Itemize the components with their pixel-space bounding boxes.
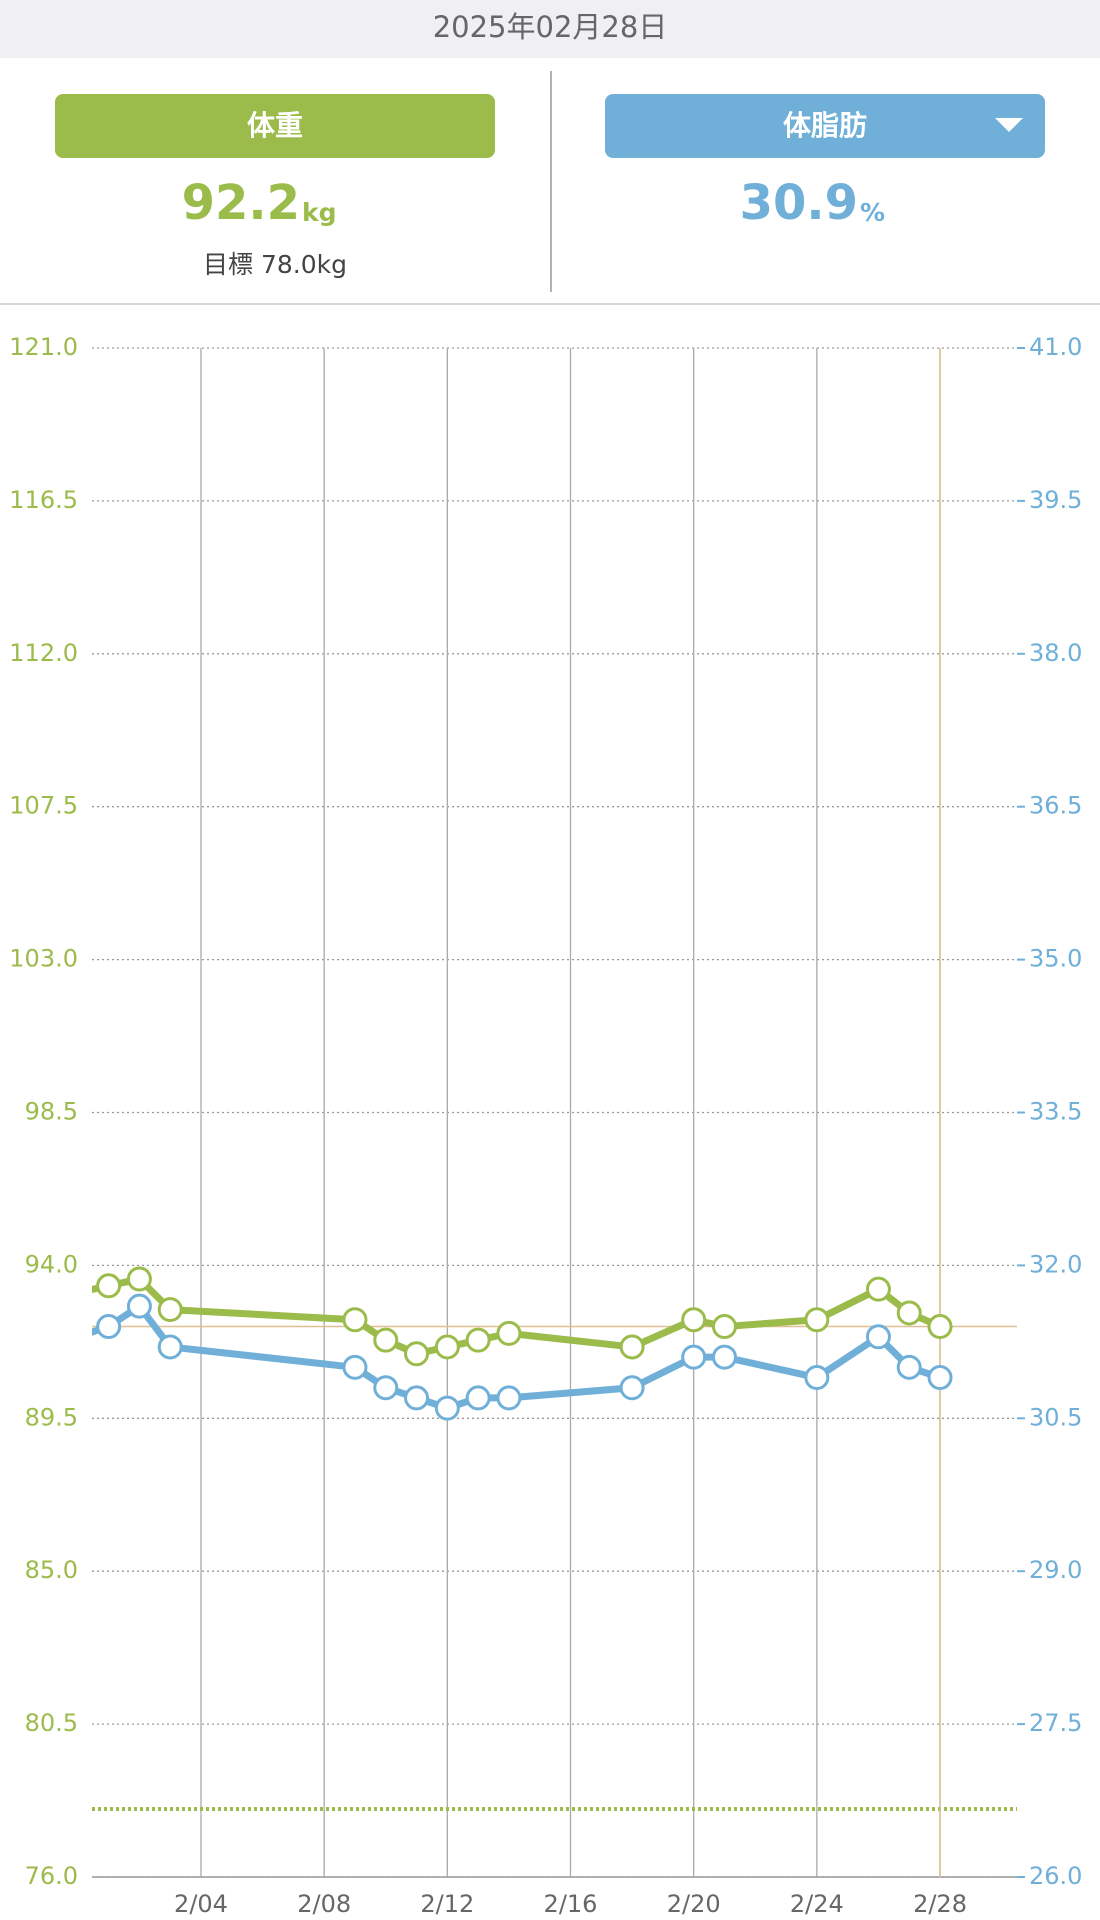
data-point: [619, 1375, 645, 1401]
data-point: [404, 1385, 430, 1411]
y2-tick-label: 39.5: [1029, 486, 1082, 514]
weight-button-label[interactable]: 体重: [247, 109, 303, 142]
date-bar: [0, 0, 1100, 58]
y2-tick-label: 29.0: [1029, 1556, 1082, 1584]
data-point: [157, 1334, 183, 1360]
data-point: [126, 1266, 152, 1292]
x-tick-label: 2/04: [174, 1890, 228, 1918]
plot-area: [67, 1266, 953, 1421]
data-point: [896, 1300, 922, 1326]
data-point: [126, 1293, 152, 1319]
data-point: [896, 1354, 922, 1380]
data-point: [927, 1314, 953, 1340]
data-point: [434, 1334, 460, 1360]
fat-button[interactable]: [605, 94, 1045, 158]
y2-tick-label: 33.5: [1029, 1098, 1082, 1126]
date: 2025年02月28日: [433, 10, 668, 44]
data-point: [711, 1344, 737, 1370]
data-point: [681, 1344, 707, 1370]
y2-tick-label: 27.5: [1029, 1709, 1082, 1737]
data-point: [373, 1375, 399, 1401]
data-point: [804, 1307, 830, 1333]
data-point: [865, 1324, 891, 1350]
data-point: [342, 1354, 368, 1380]
y-tick-label: 94.0: [25, 1250, 78, 1278]
y-tick-label: 76.0: [25, 1862, 78, 1890]
weight-goal: 目標 78.0kg: [203, 250, 347, 279]
weight-unit: kg: [302, 198, 337, 227]
x-tick-label: 2/28: [913, 1890, 967, 1918]
x-tick-label: 2/08: [297, 1890, 351, 1918]
y-tick-label: 116.5: [9, 486, 78, 514]
data-point: [342, 1307, 368, 1333]
y-tick-label: 121.0: [9, 333, 78, 361]
fat-value: 30.9: [740, 175, 858, 231]
y2-tick-label: 38.0: [1029, 639, 1082, 667]
data-point: [619, 1334, 645, 1360]
fat-unit: %: [860, 198, 885, 227]
data-point: [434, 1395, 460, 1421]
data-point: [465, 1385, 491, 1411]
fat-button-label[interactable]: 体脂肪: [783, 109, 867, 142]
x-tick-label: 2/12: [420, 1890, 474, 1918]
data-point: [373, 1327, 399, 1353]
x-tick-label: 2/20: [667, 1890, 721, 1918]
y-tick-label: 98.5: [25, 1098, 78, 1126]
data-point: [465, 1327, 491, 1353]
dropdown-arrow[interactable]: [995, 118, 1023, 132]
data-point: [711, 1314, 737, 1340]
data-point: [67, 1326, 89, 1348]
y-tick-label: 107.5: [9, 792, 78, 820]
data-point: [67, 1282, 89, 1304]
y-tick-label: 89.5: [25, 1403, 78, 1431]
weight-button[interactable]: [55, 94, 495, 158]
x-tick-label: 2/16: [544, 1890, 598, 1918]
y-tick-label: 112.0: [9, 639, 78, 667]
y2-tick-label: 32.0: [1029, 1250, 1082, 1278]
y2-tick-label: 36.5: [1029, 792, 1082, 820]
data-point: [404, 1341, 430, 1367]
y2-tick-label: 35.0: [1029, 945, 1082, 973]
data-point: [681, 1307, 707, 1333]
data-point: [496, 1385, 522, 1411]
data-point: [96, 1314, 122, 1340]
y-tick-label: 85.0: [25, 1556, 78, 1584]
weight-value: 92.2: [182, 175, 300, 231]
data-point: [804, 1365, 830, 1391]
data-point: [96, 1273, 122, 1299]
y-tick-label: 103.0: [9, 945, 78, 973]
y2-tick-label: 26.0: [1029, 1862, 1082, 1890]
y-tick-label: 80.5: [25, 1709, 78, 1737]
y2-tick-label: 41.0: [1029, 333, 1082, 361]
y2-tick-label: 30.5: [1029, 1403, 1082, 1431]
data-point: [927, 1365, 953, 1391]
data-point: [865, 1276, 891, 1302]
data-point: [157, 1297, 183, 1323]
x-tick-label: 2/24: [790, 1890, 844, 1918]
data-point: [496, 1320, 522, 1346]
